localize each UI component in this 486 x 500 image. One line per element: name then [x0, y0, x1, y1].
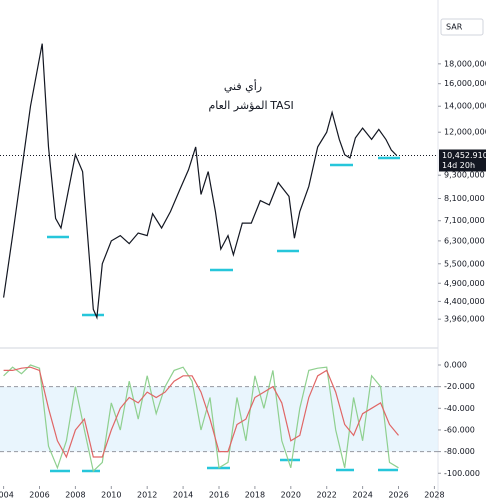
y-tick-label: -60.000 — [444, 425, 475, 434]
y-tick-label: 3,960,000 — [444, 315, 485, 324]
x-tick-label: 2014 — [173, 491, 193, 500]
series-line — [3, 43, 398, 320]
y-tick-label: 0.000 — [444, 360, 467, 369]
x-tick-label: 2006 — [29, 491, 49, 500]
x-tick-label: 2022 — [317, 491, 337, 500]
y-tick-label: 9,300,000 — [444, 171, 485, 180]
y-tick-label: -20.000 — [444, 382, 475, 391]
y-tick-label: 4,900,000 — [444, 279, 485, 288]
x-tick-label: 2016 — [209, 491, 229, 500]
y-tick-label: -40.000 — [444, 404, 475, 413]
annotation: رأي فني — [224, 79, 262, 93]
y-tick-label: 14,000,000 — [444, 102, 486, 111]
series-line — [3, 364, 399, 473]
last-price-label: 10,452.910 — [442, 151, 486, 160]
last-price-box — [439, 149, 486, 172]
countdown: 14d 20h — [442, 161, 475, 170]
y-tick-label: 8,100,000 — [444, 194, 485, 203]
y-tick-label: -100.000 — [444, 469, 480, 478]
annotation: المؤشر العام — [208, 99, 267, 112]
x-tick-label: 2020 — [281, 491, 301, 500]
series-line — [3, 366, 399, 459]
currency-box[interactable] — [440, 18, 484, 36]
x-tick-label: 2024 — [352, 491, 372, 500]
x-tick-label: 2028 — [424, 491, 444, 500]
y-tick-label: -80.000 — [444, 447, 475, 456]
x-tick-label: 2026 — [388, 491, 408, 500]
y-tick-label: 16,000,000 — [444, 79, 486, 88]
y-tick-label: 5,500,000 — [444, 259, 485, 268]
y-tick-label: 7,100,000 — [444, 216, 485, 225]
x-tick-label: 2010 — [101, 491, 121, 500]
x-tick-label: 2008 — [65, 491, 85, 500]
x-tick-label: 2012 — [137, 491, 157, 500]
x-tick-label: 2018 — [245, 491, 265, 500]
currency-button[interactable]: SAR — [440, 18, 484, 36]
y-tick-label: 6,300,000 — [444, 236, 485, 245]
x-tick-label: 2004 — [0, 491, 14, 500]
y-tick-label: 12,000,000 — [444, 128, 486, 137]
currency[interactable]: SAR — [446, 23, 463, 32]
y-tick-label: 18,000,000 — [444, 59, 486, 68]
annotation: TASI — [269, 99, 294, 112]
y-tick-label: 4,400,000 — [444, 297, 485, 306]
